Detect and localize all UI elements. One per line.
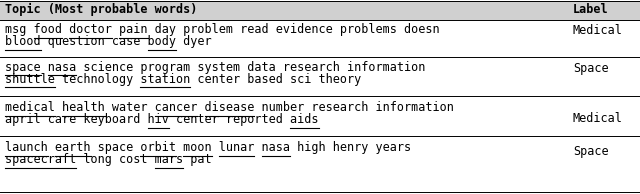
Text: Space: Space [573,146,609,158]
Text: blood question case body dyer: blood question case body dyer [5,35,212,48]
Text: Topic (Most probable words): Topic (Most probable words) [5,3,197,16]
Text: msg food doctor pain day problem read evidence problems doesn: msg food doctor pain day problem read ev… [5,23,440,36]
Text: Medical: Medical [573,113,623,126]
Text: space nasa science program system data research information: space nasa science program system data r… [5,61,426,74]
Text: launch earth space orbit moon lunar nasa high henry years: launch earth space orbit moon lunar nasa… [5,141,411,154]
Text: medical health water cancer disease number research information: medical health water cancer disease numb… [5,101,454,114]
Text: shuttle technology station center based sci theory: shuttle technology station center based … [5,73,361,86]
Text: spacecraft long cost mars pat: spacecraft long cost mars pat [5,153,212,166]
Text: april care keyboard hiv center reported aids: april care keyboard hiv center reported … [5,113,319,126]
Text: Medical: Medical [573,23,623,36]
FancyBboxPatch shape [0,1,640,20]
Text: Space: Space [573,62,609,75]
Text: Label: Label [573,3,609,16]
